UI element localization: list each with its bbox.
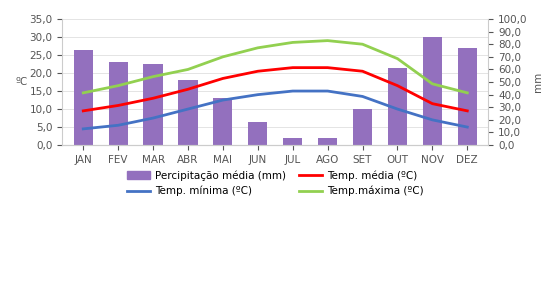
Bar — [248, 122, 267, 145]
Bar — [388, 68, 407, 145]
Bar — [74, 50, 93, 145]
Bar — [213, 98, 233, 145]
Bar — [179, 80, 198, 145]
Bar — [353, 109, 372, 145]
Bar — [143, 64, 163, 145]
Bar — [109, 62, 128, 145]
Y-axis label: mm: mm — [533, 72, 543, 92]
Bar — [458, 48, 477, 145]
Y-axis label: ºC: ºC — [15, 77, 27, 87]
Bar — [423, 37, 442, 145]
Legend: Percipitação média (mm), Temp. mínima (ºC), Temp. média (ºC), Temp.máxima (ºC): Percipitação média (mm), Temp. mínima (º… — [123, 166, 427, 200]
Bar — [283, 138, 302, 145]
Bar — [318, 138, 337, 145]
